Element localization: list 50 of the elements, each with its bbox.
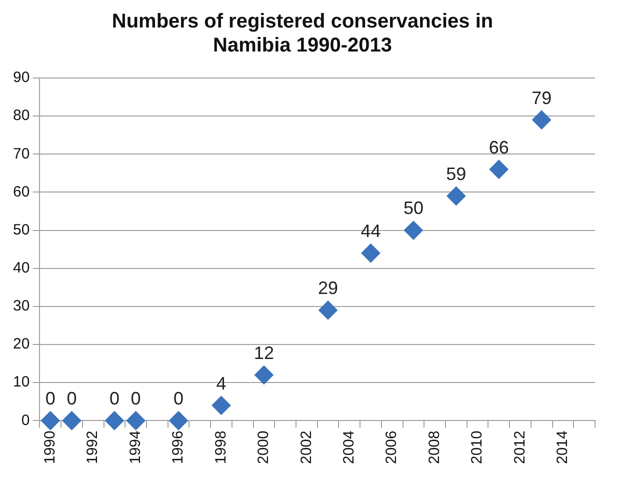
- point: [404, 220, 423, 240]
- point: [254, 365, 274, 384]
- x-tick-label: 1992: [84, 430, 102, 464]
- data-label: 29: [318, 278, 338, 298]
- data-label: 4: [216, 373, 226, 394]
- x-tick-label: 2000: [255, 430, 272, 464]
- x-tick-label: 2002: [298, 430, 315, 464]
- x-tick-label: 1996: [170, 430, 187, 464]
- y-tick-label: 90: [12, 69, 30, 86]
- data-label: 12: [254, 342, 274, 363]
- point: [212, 396, 231, 415]
- point: [361, 244, 380, 263]
- data-label: 59: [446, 164, 466, 184]
- y-tick-label: 10: [12, 374, 30, 391]
- x-tick-label: 1990: [42, 430, 59, 464]
- data-label: 0: [45, 388, 56, 409]
- x-tick-label: 2010: [468, 430, 486, 464]
- y-tick-label: 60: [12, 183, 30, 200]
- data-label: 0: [174, 388, 184, 409]
- data-label: 0: [130, 388, 141, 409]
- point: [489, 160, 508, 179]
- point: [126, 411, 146, 430]
- x-tick-label: 1994: [126, 430, 144, 464]
- point: [318, 300, 338, 320]
- point: [62, 411, 82, 430]
- x-tick-label: 2014: [554, 430, 572, 464]
- point: [169, 411, 188, 430]
- data-label: 0: [109, 388, 120, 409]
- x-tick-label: 2006: [383, 430, 400, 464]
- y-tick-label: 20: [12, 336, 30, 353]
- y-tick-label: 80: [12, 107, 30, 124]
- data-label: 44: [360, 221, 381, 242]
- x-tick-label: 2012: [511, 430, 528, 464]
- x-tick-label: 2008: [426, 430, 443, 464]
- y-tick-label: 50: [12, 221, 30, 238]
- data-label: 50: [403, 198, 424, 218]
- point: [532, 110, 552, 130]
- data-label: 0: [66, 388, 77, 409]
- point: [40, 411, 60, 430]
- point: [446, 186, 466, 206]
- point: [104, 411, 124, 430]
- y-tick-label: 0: [21, 412, 30, 429]
- data-label: 66: [488, 137, 509, 158]
- y-tick-label: 70: [12, 145, 30, 162]
- data-label: 79: [532, 88, 552, 108]
- chart-title: Numbers of registered conservancies in Namibia 1990-2013: [112, 10, 494, 57]
- x-tick-label: 1998: [212, 430, 230, 464]
- x-tick-label: 2004: [340, 430, 358, 464]
- y-tick-label: 40: [12, 259, 30, 276]
- y-tick-label: 30: [12, 298, 30, 315]
